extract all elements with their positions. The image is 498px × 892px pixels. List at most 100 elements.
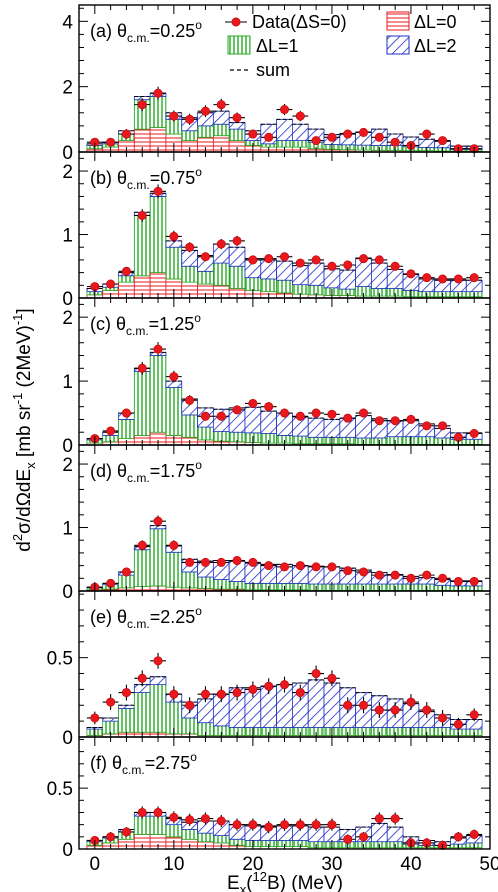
data-point [154, 187, 162, 195]
data-point [233, 237, 241, 245]
data-point [201, 107, 209, 115]
dl1-bar [166, 825, 182, 837]
dl1-bar [182, 572, 198, 588]
data-point [328, 410, 336, 418]
data-point [391, 262, 399, 270]
dl2-bar [324, 419, 340, 437]
legend-sum-label: sum [256, 60, 290, 80]
data-point [344, 701, 352, 709]
panel-label-degree: o [195, 458, 202, 472]
panel-label-degree: o [195, 18, 202, 32]
dl1-bar [182, 266, 198, 282]
data-point [154, 89, 162, 97]
dl1-bar [182, 415, 198, 437]
data-point [312, 136, 320, 144]
panel-label-angle: =2.25 [150, 607, 196, 627]
data-point [217, 558, 225, 566]
axis-label-part: ] [14, 308, 35, 313]
axis-label-part: -1 [10, 314, 25, 326]
dl1-bar [166, 387, 182, 435]
data-point [217, 690, 225, 698]
data-point [454, 833, 462, 841]
y-tick-label: 1 [62, 519, 73, 540]
data-point [407, 698, 415, 706]
dl2-bar [419, 139, 435, 147]
data-point [296, 820, 304, 828]
dl1-bar [150, 196, 166, 272]
data-point [233, 556, 241, 564]
data-point [375, 133, 383, 141]
panel-label-letter: (e) θ [90, 607, 127, 627]
data-point [138, 100, 146, 108]
panel-b: 0 1 2 (b) θc.m.=0.75o [62, 152, 490, 310]
data-point [470, 830, 478, 838]
data-point [407, 415, 415, 423]
panel-label-letter: (c) θ [90, 314, 126, 334]
data-point [154, 517, 162, 525]
legend-data-label: Data(ΔS=0) [252, 12, 347, 32]
x-tick-label: 30 [321, 854, 342, 875]
data-point [233, 688, 241, 696]
panel-label-subscript: c.m. [127, 617, 150, 631]
data-point [280, 680, 288, 688]
data-point [312, 563, 320, 571]
data-point [138, 674, 146, 682]
data-point [344, 566, 352, 574]
data-point [375, 706, 383, 714]
panel-label-angle: =1.75 [150, 461, 196, 481]
dl1-bar [150, 356, 166, 433]
panel-f: 00.5(f) θc.m.=2.75o [47, 737, 490, 861]
data-point [280, 105, 288, 113]
dl1-bar [166, 552, 182, 587]
y-tick-label: 2 [62, 78, 73, 99]
dl2-bar [340, 270, 356, 289]
data-point [280, 409, 288, 417]
data-point [233, 820, 241, 828]
dl2-bar [277, 119, 293, 140]
dl1-bar [119, 419, 135, 438]
data-point [249, 399, 257, 407]
data-point [454, 275, 462, 283]
dl1-bar [119, 276, 135, 282]
data-point [185, 115, 193, 123]
y-tick-label: 0 [62, 840, 73, 861]
data-point [280, 253, 288, 261]
data-point [154, 808, 162, 816]
data-point [201, 253, 209, 261]
dl1-bar [213, 263, 229, 285]
data-point [344, 261, 352, 269]
data-point [138, 211, 146, 219]
data-point [438, 136, 446, 144]
dl2-bar [229, 123, 245, 130]
legend-dl0-label: ΔL=0 [414, 12, 457, 32]
y-tick-label: 2 [62, 162, 73, 183]
panel-label-angle: =2.75 [145, 753, 191, 773]
data-point [328, 133, 336, 141]
panel-label-degree: o [195, 165, 202, 179]
data-point [264, 561, 272, 569]
panel-label-angle: =1.25 [149, 314, 195, 334]
data-point [454, 577, 462, 585]
dl2-bar [261, 411, 277, 433]
dl1-bar [182, 131, 198, 141]
dl2-bar [292, 266, 308, 285]
dl1-bar [213, 432, 229, 442]
data-point [470, 429, 478, 437]
y-tick-label: 1 [62, 372, 73, 393]
dl1-bar [150, 685, 166, 733]
data-point [154, 345, 162, 353]
data-point [375, 571, 383, 579]
data-point [106, 833, 114, 841]
x-tick-label: 10 [163, 854, 184, 875]
panel-label: (c) θc.m.=1.25o [90, 311, 201, 338]
panel-label-letter: (d) θ [90, 461, 127, 481]
data-point [296, 112, 304, 120]
panel-label-degree: o [194, 311, 201, 325]
dl1-bar [150, 96, 166, 127]
data-point [391, 138, 399, 146]
data-point [264, 133, 272, 141]
dl1-bar [261, 279, 277, 292]
data-point [154, 657, 162, 665]
